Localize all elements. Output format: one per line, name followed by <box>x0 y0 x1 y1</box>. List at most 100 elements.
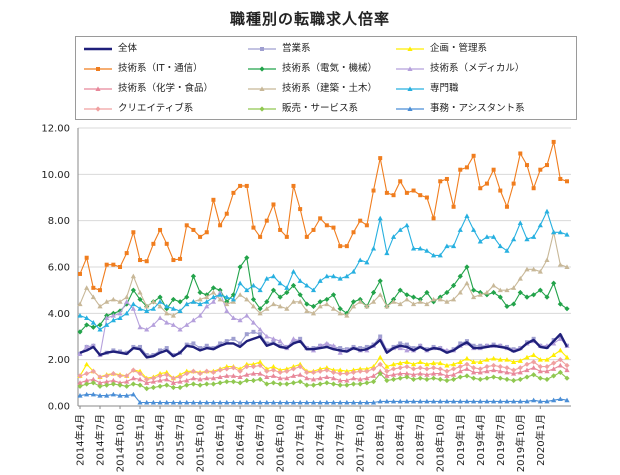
series-11-point-48 <box>397 398 403 404</box>
x-tick-label-17: 2018年7月 <box>414 414 427 466</box>
series-11-point-18 <box>197 399 203 405</box>
legend-marker-10 <box>259 106 265 112</box>
series-9-point-0 <box>77 373 83 379</box>
series-10-point-20 <box>210 381 217 387</box>
series-8-point-21 <box>217 292 223 297</box>
series-4-point-38 <box>330 292 337 298</box>
y-tick-label-2: 4.00 <box>48 309 70 320</box>
series-8-point-58 <box>464 213 470 219</box>
series-5-point-19 <box>204 303 210 309</box>
series-4-point-71 <box>551 280 557 286</box>
series-1-point-19 <box>204 343 209 348</box>
series-11-point-28 <box>264 399 270 405</box>
series-11-point-2 <box>90 391 96 397</box>
x-tick-label-6: 2015年10月 <box>194 414 207 472</box>
series-11-point-20 <box>210 399 217 405</box>
series-1-point-48 <box>398 341 403 346</box>
series-8-point-1 <box>84 315 90 320</box>
series-11-point-46 <box>384 398 390 404</box>
series-2-point-31 <box>284 366 290 371</box>
series-2-point-60 <box>477 359 483 364</box>
series-7-point-7 <box>124 294 130 300</box>
series-5-point-21 <box>217 289 223 295</box>
series-9-point-7 <box>124 373 130 379</box>
series-4-point-24 <box>237 264 243 270</box>
series-9-point-20 <box>210 369 217 376</box>
legend-label-9: クリエイティブ系 <box>118 103 194 114</box>
series-8-point-2 <box>90 320 96 325</box>
series-8-point-43 <box>364 259 370 265</box>
series-7-point-26 <box>250 303 257 309</box>
series-6-point-73 <box>564 367 570 373</box>
series-7-point-19 <box>204 294 210 300</box>
series-1-point-13 <box>164 346 169 351</box>
series-9-point-32 <box>290 366 297 372</box>
series-3-point-43 <box>364 223 369 228</box>
series-11-point-17 <box>190 399 197 405</box>
x-tick-label-19: 2019年1月 <box>454 414 467 466</box>
series-11-point-25 <box>244 399 250 405</box>
series-4-point-3 <box>97 322 103 328</box>
series-8-point-71 <box>551 229 557 235</box>
series-8-point-57 <box>457 227 463 232</box>
series-8-point-73 <box>564 231 570 237</box>
series-7-point-11 <box>150 299 156 304</box>
series-9-point-2 <box>90 368 96 374</box>
series-5-point-26 <box>250 320 257 325</box>
series-5-point-8 <box>130 306 136 311</box>
series-7-point-29 <box>270 301 277 307</box>
series-6-point-6 <box>117 380 123 385</box>
series-2-point-9 <box>137 368 143 374</box>
legend-swatch-10 <box>248 106 276 112</box>
series-11-point-67 <box>524 398 530 404</box>
series-2-point-1 <box>84 361 90 367</box>
series-10-point-72 <box>557 369 563 376</box>
series-3-point-11 <box>151 241 156 246</box>
series-3-point-33 <box>298 207 303 212</box>
series-3-point-16 <box>184 223 189 228</box>
series-8-point-14 <box>170 306 176 311</box>
series-3-point-47 <box>391 193 396 198</box>
series-9-point-69 <box>537 364 543 370</box>
series-1-point-12 <box>158 348 163 353</box>
series-3-point-39 <box>338 244 343 249</box>
series-3-point-18 <box>198 234 203 239</box>
series-9-point-63 <box>497 364 503 370</box>
series-11-point-59 <box>471 398 477 404</box>
series-8-point-55 <box>444 243 450 249</box>
series-8-point-8 <box>130 301 136 307</box>
series-10-point-38 <box>330 381 337 387</box>
series-9-point-43 <box>364 368 370 374</box>
series-8-point-28 <box>264 275 270 281</box>
x-tick-label-10: 2016年10月 <box>274 414 287 472</box>
series-9-point-6 <box>117 373 123 379</box>
series-11-point-71 <box>551 397 557 403</box>
legend-label-8: 専門職 <box>430 83 459 94</box>
series-10-point-68 <box>531 372 537 378</box>
series-5-point-30 <box>277 338 283 344</box>
series-6-point-0 <box>77 380 83 385</box>
series-10-point-71 <box>551 373 557 379</box>
series-5-point-7 <box>124 299 130 304</box>
series-3-point-23 <box>231 190 236 195</box>
series-2-point-38 <box>330 367 337 373</box>
series-4-point-62 <box>491 289 497 296</box>
legend-marker-1 <box>260 47 264 51</box>
series-3-point-49 <box>404 190 409 195</box>
legend-marker-6 <box>95 86 101 91</box>
legend-swatch-0 <box>84 47 112 51</box>
series-2-point-50 <box>410 361 417 367</box>
series-8-point-22 <box>224 294 230 300</box>
series-7-point-10 <box>144 303 150 309</box>
series-3-point-22 <box>224 211 229 216</box>
series-10-point-62 <box>491 374 497 380</box>
series-11-point-40 <box>344 399 350 405</box>
series-8-point-30 <box>277 280 283 286</box>
series-3-point-5 <box>111 262 116 267</box>
series-2-point-46 <box>384 364 390 369</box>
series-10-point-6 <box>117 382 123 388</box>
series-2-point-16 <box>184 368 190 374</box>
series-11-point-5 <box>110 391 116 397</box>
series-8-point-25 <box>244 287 250 293</box>
series-4-point-15 <box>177 299 183 305</box>
